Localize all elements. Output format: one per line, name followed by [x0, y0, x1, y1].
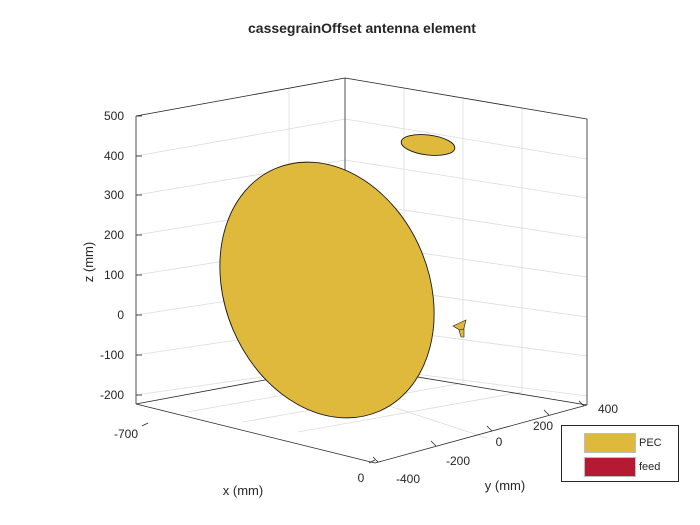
y-axis-label: y (mm)	[485, 478, 525, 493]
z-tick-label: 300	[104, 188, 124, 202]
z-tick-label: 500	[104, 109, 124, 123]
y-axis: -400 -200 0 200 400 y (mm)	[372, 400, 618, 493]
z-tick-label: 400	[104, 149, 124, 163]
feed-horn	[452, 319, 467, 338]
feed-swatch	[584, 457, 636, 477]
z-tick-label: 200	[104, 228, 124, 242]
z-axis-label: z (mm)	[81, 242, 96, 282]
figure-title: cassegrainOffset antenna element	[248, 20, 476, 36]
x-axis-label: x (mm)	[223, 483, 263, 498]
legend-item-pec: PEC	[584, 433, 662, 453]
antenna-geometry	[219, 134, 467, 419]
legend-label-feed: feed	[639, 461, 661, 473]
legend: PEC feed	[561, 425, 679, 482]
x-axis: -700 0 x (mm)	[114, 422, 376, 498]
y-tick-label: -200	[446, 454, 470, 468]
main-reflector	[219, 161, 435, 419]
legend-item-feed: feed	[584, 457, 660, 477]
z-tick-label: 0	[117, 308, 124, 322]
y-tick-label: 0	[496, 435, 503, 449]
z-axis: 500 400 300 200 100 0 -100 -200 z (mm)	[81, 109, 142, 402]
y-tick-label: 400	[598, 402, 618, 416]
y-tick-label: -400	[396, 472, 420, 486]
y-tick-label: 200	[533, 419, 553, 433]
z-tick-label: -200	[100, 388, 124, 402]
legend-label-pec: PEC	[639, 437, 662, 449]
x-tick-label: -700	[114, 427, 138, 441]
z-tick-label: -100	[100, 348, 124, 362]
subreflector	[400, 134, 456, 156]
pec-swatch	[584, 433, 636, 453]
z-tick-label: 100	[104, 268, 124, 282]
x-tick-label: 0	[358, 471, 365, 485]
